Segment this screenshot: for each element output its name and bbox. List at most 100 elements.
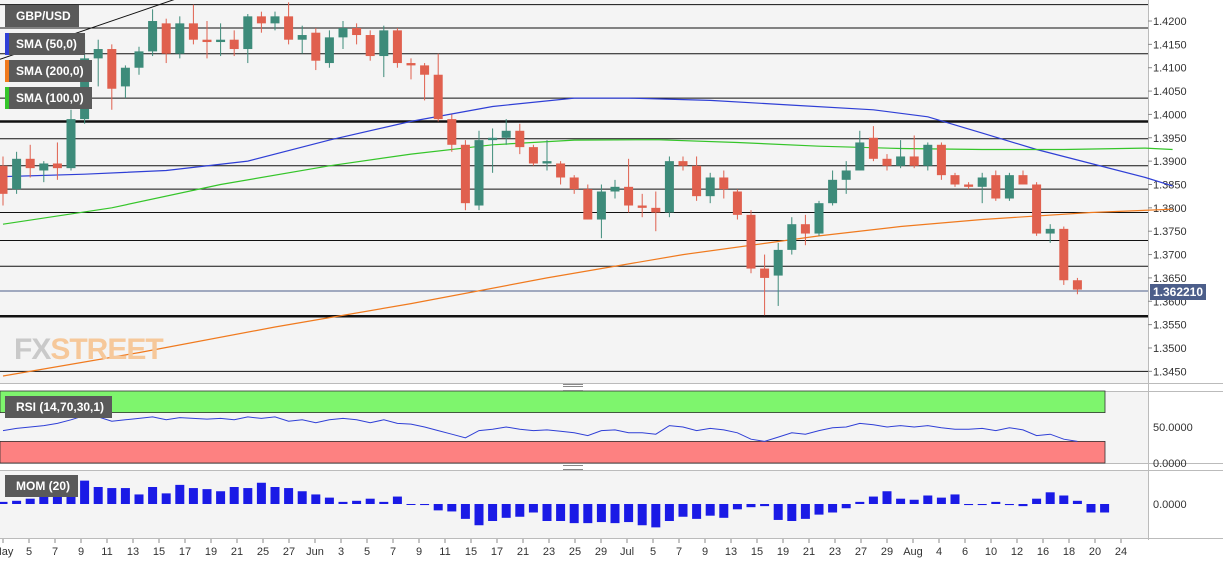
mom-bar-33 [447,504,457,512]
candle-23 [311,32,321,61]
candle-60 [814,203,824,234]
candle-38 [515,130,525,148]
x-tick-label-37: 6 [962,546,968,558]
x-tick-label-21: 23 [543,546,555,558]
candle-24 [324,37,334,64]
candle-9 [120,67,130,87]
price-tick-label-11: 1.3650 [1153,273,1187,285]
mom-bar-70 [950,494,960,504]
x-tick-label-7: 17 [179,546,191,558]
sma50-tag[interactable]: SMA (50,0) [5,33,85,55]
mom-bar-11 [148,487,158,504]
x-tick-label-41: 18 [1063,546,1075,558]
mom-bar-38 [515,504,525,517]
pane-resize-handle-mom[interactable] [563,463,583,470]
x-tick-label-19: 17 [491,546,503,558]
mom-bar-75 [1018,504,1028,507]
mom-bar-23 [311,494,321,504]
candle-59 [800,224,810,234]
candle-12 [161,23,171,54]
price-tick-label-3: 1.4050 [1153,86,1187,98]
mom-bar-69 [936,497,946,504]
candle-78 [1059,228,1069,281]
mom-tick-label-0: 0.0000 [1153,499,1187,511]
candle-48 [651,207,661,213]
mom-bar-65 [882,491,892,504]
x-tick-label-9: 21 [231,546,243,558]
rsi-line [2,414,1078,442]
rsi-overbought-zone [0,390,1106,414]
mom-bar-81 [1100,504,1110,513]
candle-18 [243,16,253,50]
sma200-swatch [5,60,9,82]
price-tick-label-0: 1.4200 [1153,16,1187,28]
fxstreet-logo: FXSTREET [14,333,164,366]
candle-30 [406,63,416,66]
candle-5 [66,119,76,169]
last-price-tag: 1.362210 [1150,284,1206,300]
mom-bar-78 [1059,495,1069,504]
price-tick-label-5: 1.3950 [1153,133,1187,145]
candle-75 [1018,175,1028,185]
candle-71 [964,184,974,187]
x-tick-label-15: 7 [390,546,396,558]
sma100-label: SMA (100,0) [16,91,84,105]
mom-bar-64 [868,496,878,504]
mom-tag[interactable]: MOM (20) [5,475,78,497]
mom-label: MOM (20) [16,479,70,493]
x-tick-label-11: 27 [283,546,295,558]
price-tick-label-10: 1.3700 [1153,250,1187,262]
mom-bar-52 [705,504,715,516]
candle-32 [433,74,443,120]
symbol-tag: GBP/USD [5,5,79,27]
candle-20 [270,16,280,24]
pane-resize-handle-rsi[interactable] [563,384,583,391]
mom-bar-53 [719,504,729,518]
symbol-label: GBP/USD [16,9,71,23]
candle-45 [610,186,620,192]
mom-bar-43 [583,504,593,524]
x-tick-label-31: 21 [803,546,815,558]
symbol-swatch [5,5,9,27]
x-tick-label-29: 15 [751,546,763,558]
mom-bar-8 [107,488,117,504]
mom-bar-45 [610,504,620,524]
x-tick-label-4: 11 [101,546,112,558]
candle-27 [365,35,375,57]
candle-34 [460,144,470,204]
price-tick-label-13: 1.3550 [1153,320,1187,332]
sma100-tag[interactable]: SMA (100,0) [5,87,92,109]
mom-bar-62 [841,504,851,509]
candle-74 [1004,175,1014,199]
mom-bar-77 [1045,492,1055,504]
mom-bar-71 [964,504,974,506]
mom-bar-67 [909,499,919,504]
x-tick-label-38: 10 [985,546,997,558]
x-tick-label-1: 5 [26,546,32,558]
price-tick-label-1: 1.4150 [1153,39,1187,51]
mom-bar-46 [624,504,634,523]
mom-bar-36 [488,504,498,521]
candle-37 [501,130,511,138]
candle-8 [107,49,117,89]
rsi-tag[interactable]: RSI (14,70,30,1) [5,396,113,418]
candle-43 [583,189,593,220]
mom-bar-26 [352,500,362,504]
candle-54 [732,191,742,215]
mom-bar-24 [324,497,334,504]
candle-29 [392,30,402,64]
candle-15 [202,39,212,43]
x-tick-label-34: 29 [881,546,893,558]
mom-bar-61 [828,504,838,513]
candle-3 [39,163,49,171]
mom-bar-49 [664,504,674,521]
candle-11 [148,21,158,52]
mom-bar-10 [134,494,144,504]
candle-31 [420,65,430,75]
sma200-tag[interactable]: SMA (200,0) [5,60,92,82]
x-tick-label-0: May [0,546,14,558]
sma100-line [2,139,1173,225]
candle-76 [1032,184,1042,234]
candle-17 [229,39,239,50]
candle-35 [474,140,484,206]
